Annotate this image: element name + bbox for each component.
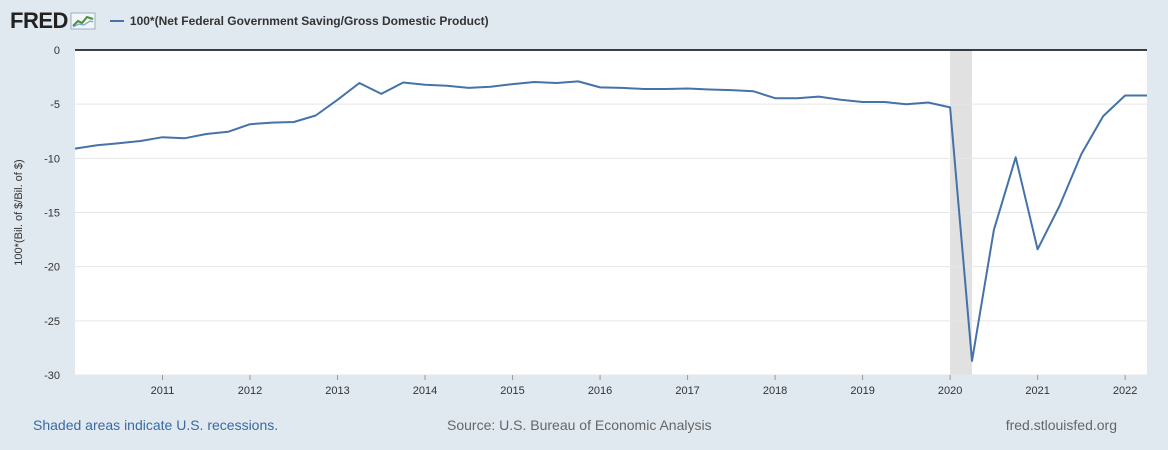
recession-note-link[interactable]: Shaded areas indicate U.S. recessions.	[33, 417, 279, 433]
chart-header: FRED 100*(Net Federal Government Saving/…	[10, 8, 489, 34]
logo-text: FRED	[10, 8, 68, 33]
y-tick-label: -5	[50, 99, 60, 111]
x-tick-label: 2013	[325, 385, 349, 397]
legend-label: 100*(Net Federal Government Saving/Gross…	[129, 14, 489, 28]
x-tick-label: 2016	[588, 385, 612, 397]
y-tick-label: -10	[44, 153, 60, 165]
y-tick-label: -25	[44, 316, 60, 328]
x-tick-label: 2011	[151, 385, 175, 397]
x-tick-label: 2015	[500, 385, 524, 397]
x-tick-label: 2020	[938, 385, 962, 397]
y-axis-label: 100*(Bil. of $/Bil. of $)	[13, 159, 25, 265]
line-chart: 0 -5 -10 -15 -20 -25 -30 2011 2012 2013 2014 2015 20…	[13, 45, 1147, 397]
x-tick-label: 2012	[238, 385, 262, 397]
series-line	[74, 80, 1147, 362]
y-tick-label: 0	[54, 45, 60, 57]
x-tick-label: 2022	[1113, 385, 1137, 397]
x-tick-label: 2019	[850, 385, 874, 397]
fred-logo[interactable]: FRED	[10, 8, 96, 34]
x-tick-label: 2018	[763, 385, 787, 397]
line-chart-icon	[70, 12, 96, 30]
x-tick-label: 2017	[675, 385, 699, 397]
source-note: Source: U.S. Bureau of Economic Analysis	[447, 417, 712, 433]
site-link[interactable]: fred.stlouisfed.org	[1005, 417, 1117, 433]
y-tick-label: -30	[44, 370, 60, 382]
y-tick-label: -20	[44, 262, 60, 274]
x-tick-label: 2014	[413, 385, 437, 397]
chart-legend[interactable]: 100*(Net Federal Government Saving/Gross…	[109, 14, 489, 28]
x-tick-label: 2021	[1025, 385, 1049, 397]
y-tick-label: -15	[44, 208, 60, 220]
legend-swatch	[109, 20, 124, 22]
